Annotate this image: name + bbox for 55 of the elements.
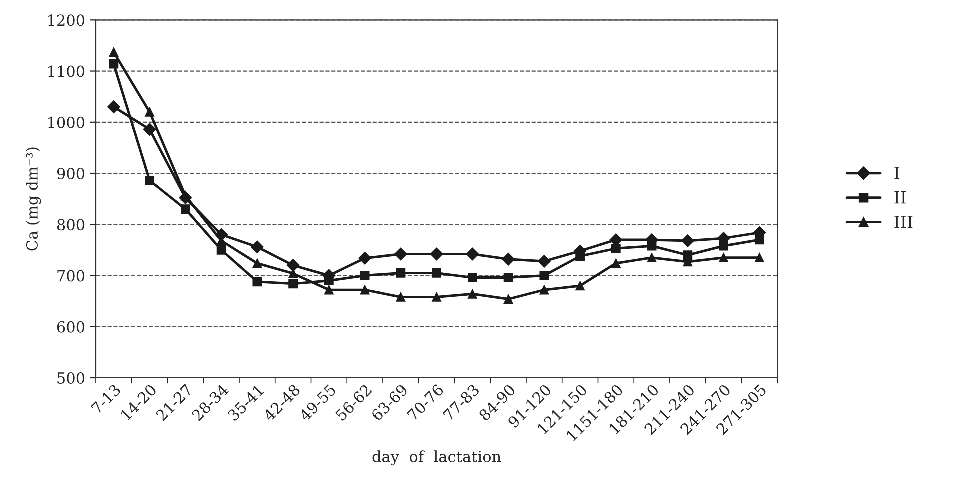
point — [682, 234, 694, 248]
y-tick-label: 700 — [58, 270, 85, 282]
point — [468, 273, 478, 282]
point — [145, 107, 154, 117]
point — [215, 228, 228, 242]
point — [358, 252, 372, 265]
point — [108, 100, 120, 114]
point — [179, 192, 192, 204]
point — [432, 268, 442, 278]
point — [145, 176, 154, 186]
point — [576, 281, 585, 291]
point — [394, 248, 408, 261]
point — [252, 258, 262, 268]
legend-label: II — [894, 192, 906, 204]
point — [538, 255, 551, 268]
y-tick-label: 1000 — [48, 116, 85, 128]
point — [109, 59, 119, 69]
point — [754, 253, 764, 263]
point — [540, 285, 550, 295]
point — [611, 244, 621, 254]
point — [288, 279, 298, 289]
point — [251, 240, 264, 254]
point — [360, 271, 370, 280]
point — [143, 123, 156, 136]
point — [252, 277, 262, 287]
y-tick-label: 1200 — [48, 14, 85, 26]
point — [396, 292, 406, 302]
point — [540, 271, 550, 280]
point — [468, 289, 478, 299]
point — [504, 294, 514, 304]
point — [396, 268, 406, 278]
y-tick-label: 900 — [57, 168, 85, 180]
point — [502, 252, 515, 266]
point — [109, 48, 119, 58]
point — [286, 259, 300, 272]
point — [324, 285, 334, 295]
point — [504, 273, 514, 282]
legend-label: III — [894, 216, 913, 228]
point — [360, 285, 370, 295]
legend-label: I — [894, 167, 900, 180]
y-axis-title: Ca (mg dm⁻³) — [26, 148, 42, 251]
point — [719, 253, 728, 263]
y-tick-label: 1100 — [48, 66, 85, 78]
point — [432, 292, 442, 302]
point — [181, 204, 190, 214]
y-tick-label: 800 — [57, 219, 85, 231]
point — [466, 248, 480, 261]
point — [647, 253, 657, 263]
x-axis-title: day of lactation — [372, 450, 502, 466]
y-tick-label: 600 — [57, 321, 85, 333]
point — [683, 250, 693, 260]
point — [611, 258, 621, 268]
y-tick-label: 500 — [58, 372, 85, 384]
point — [216, 246, 226, 255]
point — [430, 248, 444, 261]
